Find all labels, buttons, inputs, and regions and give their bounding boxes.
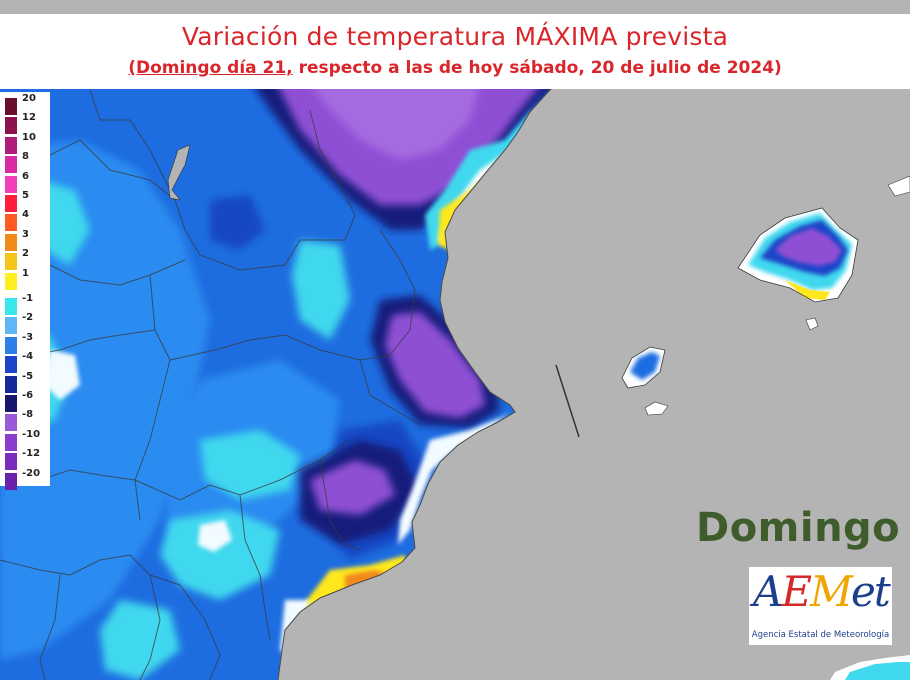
island-ibiza [621,346,666,389]
island-cabrera [805,317,819,331]
legend-label: -6 [22,390,34,401]
legend-label: -8 [22,409,34,421]
legend-swatch [5,414,17,432]
legend-label: 2 [22,248,29,260]
legend-label: -20 [22,467,41,479]
legend-swatch [5,156,17,174]
legend-swatch [5,214,17,232]
day-label: Domingo [696,505,901,551]
legend-swatch [5,375,17,393]
logo-wordmark: AEMet [753,567,891,616]
legend-swatch [5,317,17,335]
island-mallorca [737,207,859,303]
legend-swatch [5,233,17,251]
legend-swatch [5,453,17,471]
legend-swatch [5,472,17,490]
title-bar: Variación de temperatura MÁXIMA prevista… [0,14,910,89]
aemet-logo: AEMet Agencia Estatal de Meteorología [749,567,892,645]
legend-label: -5 [22,370,34,382]
legend-swatch [5,195,17,212]
legend-swatch [5,175,17,193]
legend-label: 3 [22,228,29,240]
legend-label: -10 [22,428,41,440]
legend-label: 1 [22,267,29,279]
sea-line [555,364,580,438]
legend-label: -1 [22,293,34,304]
reservoir [167,144,191,201]
island-formentera [644,401,669,416]
legend-swatch [5,433,17,451]
legend-label: -12 [22,448,41,460]
map-title: Variación de temperatura MÁXIMA prevista [181,22,729,51]
map-subtitle: (Domingo día 21, respecto a las de hoy s… [0,58,910,78]
subtitle-rest: respecto a las de hoy sábado, 20 de juli… [292,58,782,78]
subtitle-date: (Domingo día 21, [128,58,293,78]
legend-swatch [5,253,17,271]
legend-label: -3 [22,331,34,343]
legend-label: 20 [22,93,36,104]
legend-label: 5 [22,190,29,201]
legend-label: 12 [22,112,36,124]
legend-label: 4 [22,209,29,221]
legend-label: -2 [22,312,34,324]
legend-swatch [5,117,17,135]
legend-swatch [5,272,17,290]
africa-coast-fill [845,662,910,680]
legend-swatch [5,395,17,412]
legend-label: 8 [22,151,29,163]
legend-swatch [5,298,17,315]
coastline [277,79,561,680]
island-menorca [887,175,910,197]
legend-swatch [5,356,17,374]
legend-label: 10 [22,131,36,143]
legend-label: 6 [22,170,29,182]
logo-caption: Agencia Estatal de Meteorología [751,630,890,640]
color-legend: 20 12 10 8 6 5 4 3 2 1 -1 -2 -3 -4 -5 -6 -8 -10 -12 -20 [0,92,50,490]
legend-swatch [5,136,17,154]
legend-label: -4 [22,351,34,363]
legend-swatch [5,98,17,115]
legend-swatch [5,336,17,354]
